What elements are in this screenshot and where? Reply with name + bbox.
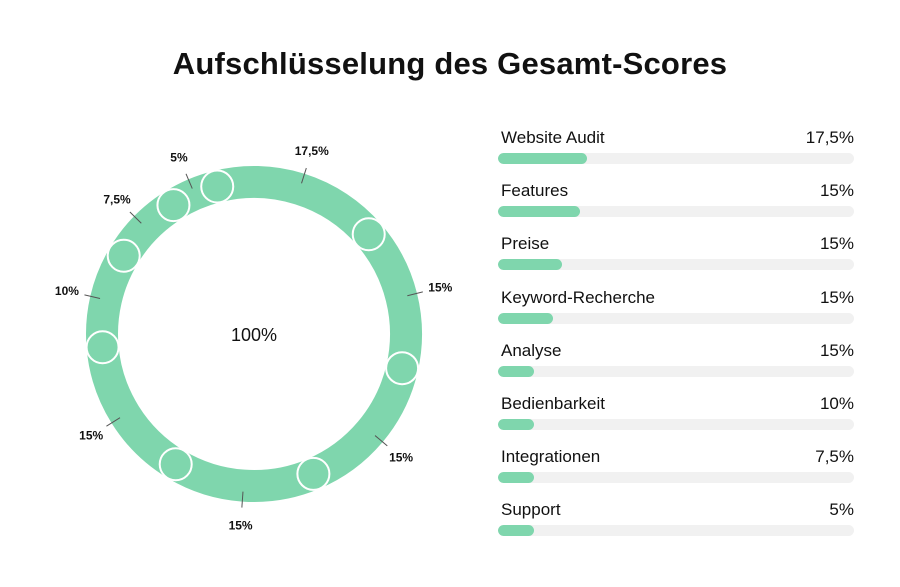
- donut-leader-line: [374, 435, 388, 447]
- bar-fill: [498, 418, 534, 430]
- donut-slice-label: 7,5%: [103, 192, 131, 206]
- donut-slice-separator: [351, 217, 386, 252]
- bar-track: [498, 472, 854, 484]
- bar-track: [498, 365, 854, 377]
- bar-row: Website Audit 17,5%: [498, 124, 854, 177]
- bar-category-label: Support: [501, 500, 561, 520]
- donut-leader-line: [106, 417, 121, 427]
- donut-slice-label: 17,5%: [295, 144, 329, 158]
- bar-category-label: Keyword-Recherche: [501, 287, 656, 307]
- donut-slice-separator: [385, 351, 420, 386]
- bar-value-label: 15%: [819, 340, 854, 360]
- bar-category-label: Preise: [501, 234, 550, 254]
- bar-value-label: 10%: [819, 393, 854, 413]
- score-bar-list: Website Audit 17,5% Features 15% Preise 15% Ke…: [498, 124, 854, 550]
- bar-row: Keyword-Recherche 15%: [498, 284, 854, 337]
- donut-slice: [201, 166, 385, 251]
- bar-row: Preise 15%: [498, 230, 854, 283]
- bar-track: [498, 259, 854, 271]
- donut-slice-label: 10%: [55, 284, 79, 298]
- donut-slice: [352, 218, 422, 385]
- donut-slice-label: 15%: [389, 450, 413, 464]
- donut-center-label: 100%: [231, 325, 277, 345]
- bar-category-label: Analyse: [501, 340, 562, 360]
- bar-track: [498, 418, 854, 430]
- bar-value-label: 17,5%: [805, 128, 854, 147]
- donut-slice-separator: [106, 238, 141, 273]
- bar-fill: [498, 153, 587, 164]
- bar-category-label: Integrationen: [501, 447, 601, 467]
- bar-row: Bedienbarkeit 10%: [498, 390, 854, 443]
- chart-title: Aufschlüsselung des Gesamt-Scores: [172, 46, 728, 81]
- donut-slice-label: 15%: [229, 519, 253, 533]
- donut-slices: [85, 166, 422, 502]
- donut-slice-separator: [85, 330, 120, 365]
- donut-leader-line: [241, 491, 244, 508]
- donut-slice: [86, 331, 192, 481]
- donut-slice-separator: [158, 447, 193, 482]
- bar-row: Integrationen 7,5%: [498, 443, 854, 496]
- donut-slice: [159, 448, 330, 502]
- bar-track: [498, 525, 854, 537]
- donut-slice: [297, 352, 419, 490]
- donut-slice-separator: [296, 456, 331, 491]
- bar-value-label: 15%: [819, 234, 854, 254]
- bar-value-label: 15%: [819, 181, 854, 201]
- bar-track: [498, 312, 854, 324]
- donut-leader-line: [84, 294, 101, 299]
- bar-category-label: Website Audit: [501, 128, 605, 147]
- donut-slice-separator: [200, 169, 235, 204]
- donut-leader-line: [301, 167, 307, 184]
- bar-fill: [498, 365, 534, 377]
- bar-category-label: Bedienbarkeit: [501, 393, 605, 413]
- bar-value-label: 7,5%: [815, 447, 854, 467]
- donut-slice-label: 5%: [170, 150, 188, 164]
- donut-leader-line: [185, 173, 193, 189]
- bar-category-label: Features: [501, 181, 569, 201]
- bar-track: [498, 206, 854, 218]
- donut-slice-label: 15%: [79, 429, 103, 443]
- bar-fill: [498, 259, 563, 271]
- bar-value-label: 15%: [819, 287, 854, 307]
- bar-row: Support 5%: [498, 496, 854, 549]
- bar-row: Features 15%: [498, 177, 854, 230]
- donut-slice-label: 15%: [428, 281, 452, 295]
- bar-row: Analyse 15%: [498, 337, 854, 390]
- bar-fill: [498, 312, 554, 324]
- bar-fill: [498, 472, 534, 484]
- donut-leader-line: [129, 211, 142, 224]
- bar-fill: [498, 206, 580, 218]
- bar-track: [498, 153, 854, 164]
- bar-value-label: 5%: [829, 500, 854, 520]
- donut-slice-separator: [156, 188, 191, 223]
- bar-fill: [498, 525, 534, 537]
- donut-leader-line: [407, 291, 423, 297]
